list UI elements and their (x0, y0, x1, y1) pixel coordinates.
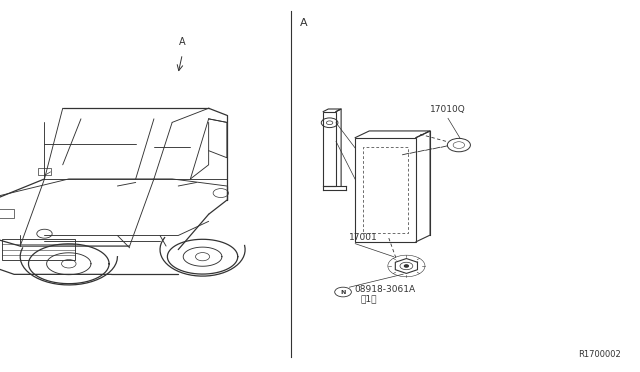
Bar (363, 147, 408, 232)
Circle shape (404, 265, 408, 267)
Text: 08918-3061A: 08918-3061A (355, 285, 416, 294)
Text: 17010Q: 17010Q (430, 105, 466, 113)
Bar (323, 112, 336, 186)
Bar (355, 138, 416, 242)
Text: A: A (179, 36, 186, 46)
Text: N: N (340, 289, 346, 295)
Text: （1）: （1） (360, 294, 377, 303)
Text: R1700002: R1700002 (578, 350, 621, 359)
Text: 17001: 17001 (349, 233, 378, 242)
Text: A: A (300, 18, 307, 28)
